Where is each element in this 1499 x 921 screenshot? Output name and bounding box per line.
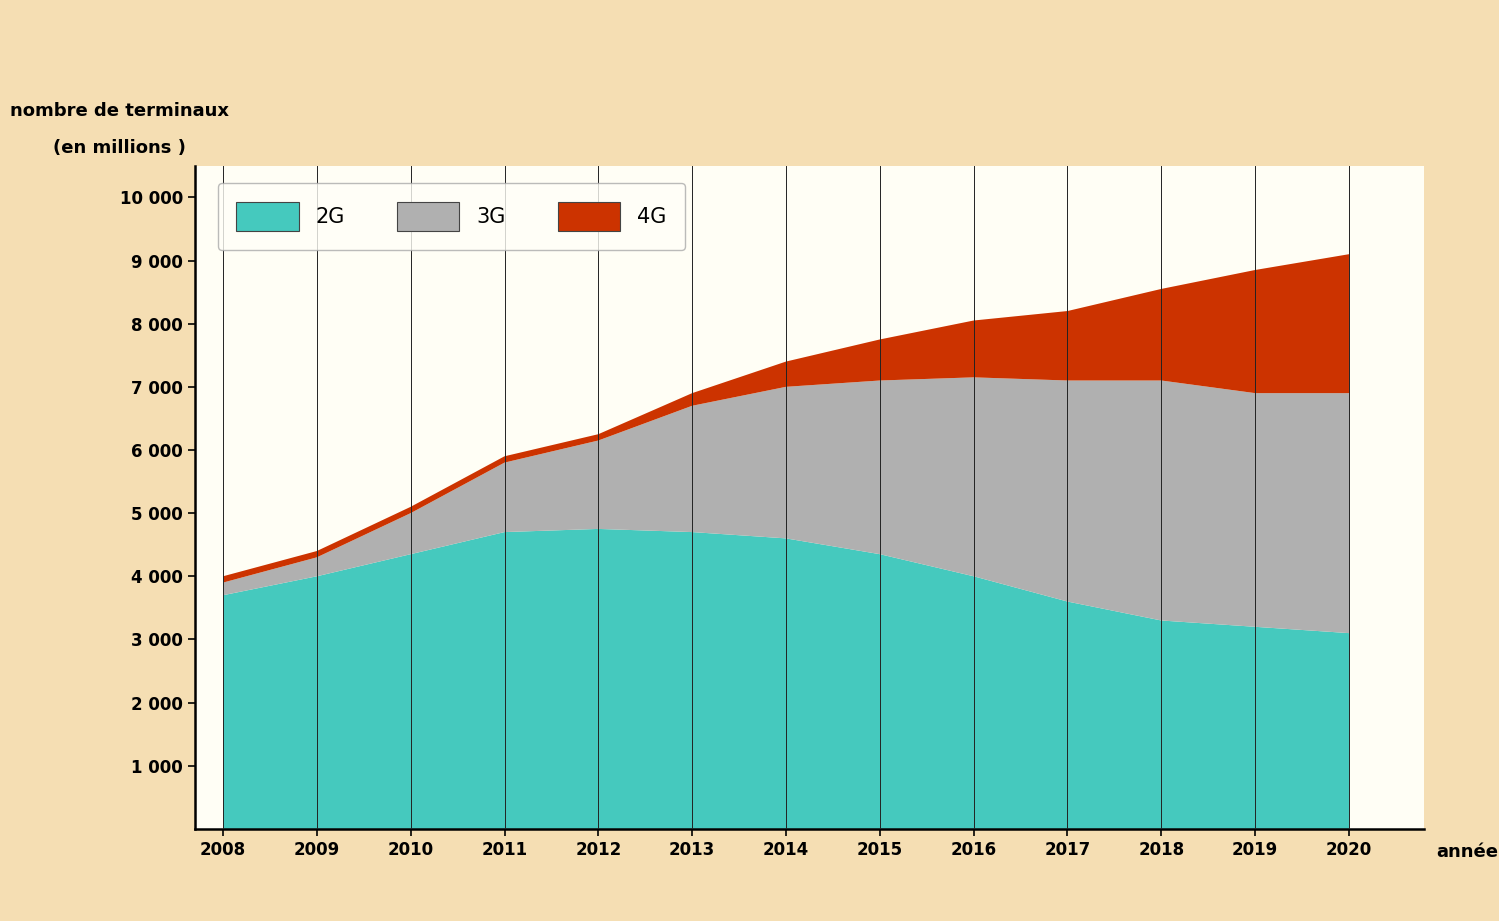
- Legend: 2G, 3G, 4G: 2G, 3G, 4G: [217, 183, 685, 250]
- Text: nombre de terminaux: nombre de terminaux: [10, 101, 229, 120]
- Text: (en millions ): (en millions ): [54, 138, 186, 157]
- Text: année: année: [1436, 843, 1498, 861]
